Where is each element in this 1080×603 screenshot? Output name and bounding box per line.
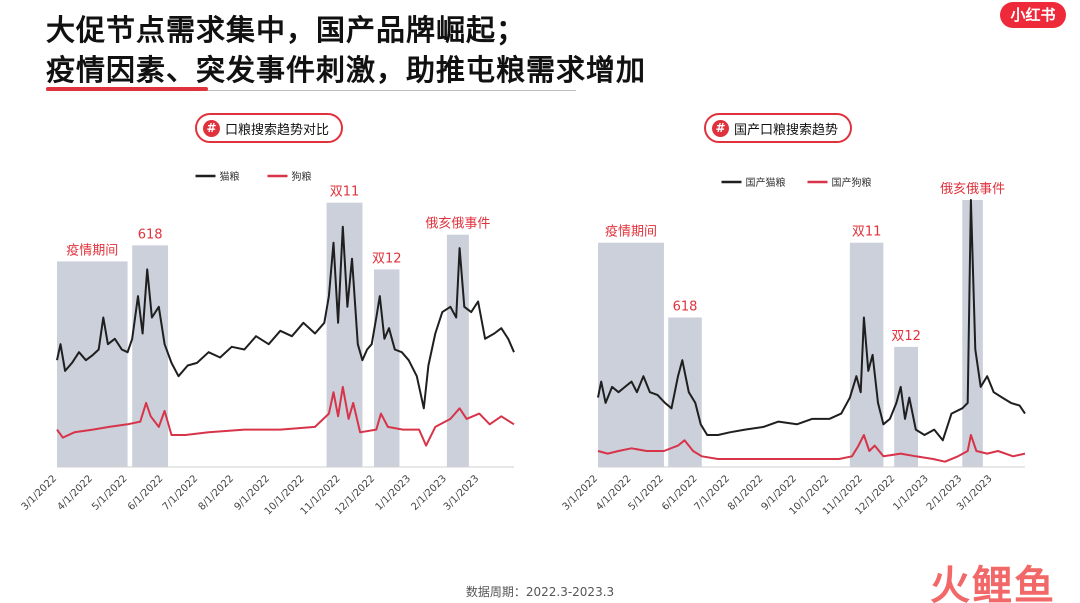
- band-label: 疫情期间: [605, 224, 657, 240]
- band-label: 俄亥俄事件: [940, 182, 1005, 197]
- band-label: 618: [673, 299, 698, 314]
- title-accent-bar: [46, 87, 208, 91]
- title-line-1: 大促节点需求集中，国产品牌崛起；: [46, 13, 527, 47]
- brand-logo: 小红书: [1000, 2, 1066, 28]
- chart-1: 疫情期间 618 双11 双12 俄亥俄事件 3/1/20224/1/20225/1/20…: [20, 170, 515, 517]
- chart-1-title-pill: # 口粮搜索趋势对比: [195, 113, 344, 143]
- band-label: 双12: [372, 251, 402, 266]
- chart-2-title-pill: # 国产口粮搜索趋势: [704, 113, 853, 143]
- x-tick-label: 7/1/2022: [161, 473, 201, 513]
- chart-1-title: 口粮搜索趋势对比: [225, 122, 330, 138]
- band-label: 双11: [852, 225, 882, 240]
- x-tick-label: 3/1/2023: [442, 473, 482, 513]
- hashtag-icon: #: [712, 119, 729, 137]
- band-label: 俄亥俄事件: [425, 217, 490, 232]
- band-label: 双11: [330, 185, 360, 200]
- band-label: 618: [138, 227, 163, 242]
- x-tick-label: 3/1/2022: [561, 473, 601, 513]
- x-tick-label: 4/1/2022: [55, 473, 95, 513]
- band-label: 疫情期间: [66, 242, 118, 258]
- watermark-logo: 火鲤鱼: [930, 563, 1056, 603]
- highlight-band-2: [132, 245, 169, 467]
- highlight-band-2: [668, 317, 702, 467]
- series-line-dog: [56, 385, 515, 447]
- legend-label: 猫粮: [220, 170, 240, 183]
- page-title: 大促节点需求集中，国产品牌崛起； 疫情因素、突发事件刺激，助推屯粮需求增加: [46, 10, 646, 90]
- title-divider: [46, 90, 576, 91]
- data-period-footer: 数据周期：2022.3-2023.3: [465, 585, 615, 599]
- series-line-dog: [597, 434, 1026, 463]
- x-tick-label: 1/1/2023: [374, 473, 414, 513]
- series-line-cat: [56, 225, 515, 410]
- series-line-cat: [597, 199, 1026, 442]
- legend-label: 国产猫粮: [746, 176, 786, 189]
- legend-label: 狗粮: [292, 170, 312, 183]
- highlight-band-1: [598, 242, 664, 467]
- highlight-band-1: [57, 261, 128, 467]
- chart-2-title: 国产口粮搜索趋势: [734, 122, 839, 138]
- x-tick-label: 5/1/2022: [627, 473, 667, 513]
- x-tick-label: 5/1/2022: [90, 473, 130, 513]
- band-label: 双12: [891, 329, 921, 344]
- x-tick-label: 6/1/2022: [126, 473, 166, 513]
- title-line-2: 疫情因素、突发事件刺激，助推屯粮需求增加: [46, 53, 647, 87]
- legend-label: 国产狗粮: [832, 176, 872, 189]
- chart-2: 疫情期间618双11双12俄亥俄事件3/1/20224/1/20225/1/20…: [561, 176, 1026, 517]
- x-tick-label: 3/1/2022: [20, 473, 60, 513]
- highlight-band-4: [894, 346, 918, 467]
- x-tick-label: 8/1/2022: [197, 473, 237, 513]
- x-tick-label: 8/1/2022: [726, 473, 766, 513]
- hashtag-icon: #: [203, 119, 220, 137]
- x-tick-label: 7/1/2022: [692, 473, 732, 513]
- highlight-band-4: [374, 269, 400, 467]
- x-tick-label: 1/1/2023: [891, 473, 931, 513]
